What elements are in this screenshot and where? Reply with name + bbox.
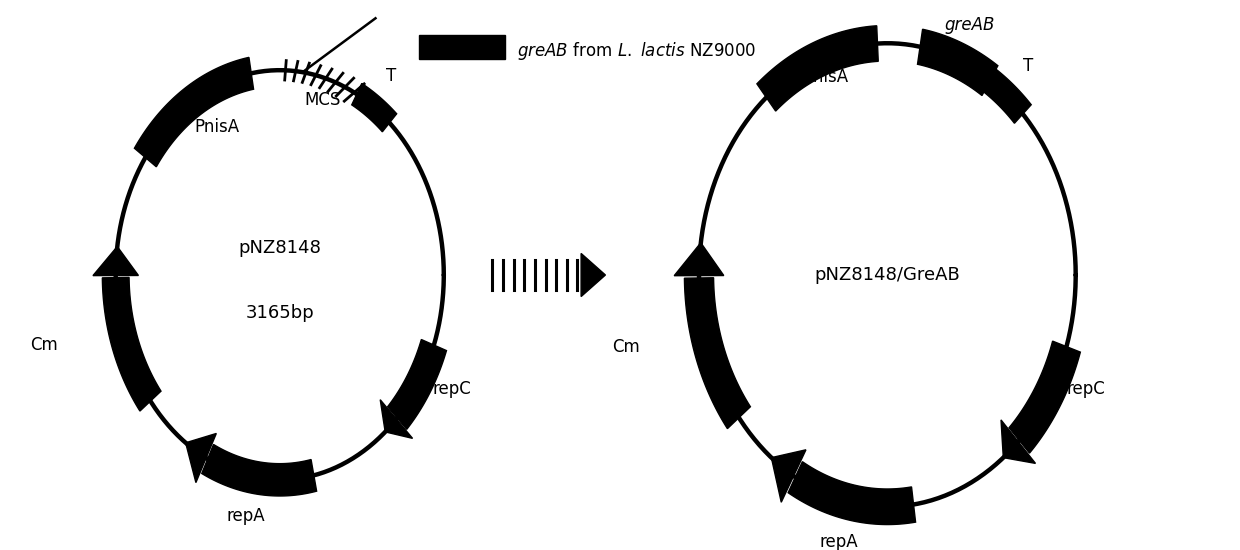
FancyBboxPatch shape — [419, 35, 505, 59]
Text: Cm: Cm — [611, 338, 640, 356]
Polygon shape — [381, 400, 413, 438]
Text: 3165bp: 3165bp — [246, 304, 314, 322]
Polygon shape — [756, 26, 878, 111]
Text: T: T — [1023, 58, 1033, 75]
Text: $\it{greAB}$ from $\it{L.\ lactis}$ NZ9000: $\it{greAB}$ from $\it{L.\ lactis}$ NZ90… — [517, 40, 756, 62]
Polygon shape — [771, 450, 806, 502]
Text: pNZ8148: pNZ8148 — [238, 239, 321, 257]
Text: PnisA: PnisA — [804, 68, 848, 86]
Polygon shape — [1001, 420, 1035, 464]
Text: T: T — [386, 67, 397, 85]
Polygon shape — [202, 444, 316, 496]
Polygon shape — [582, 254, 605, 296]
Polygon shape — [103, 277, 161, 411]
Text: PnisA: PnisA — [195, 118, 239, 136]
Polygon shape — [789, 461, 915, 525]
Text: repA: repA — [820, 533, 858, 550]
Polygon shape — [134, 57, 253, 167]
Polygon shape — [675, 243, 724, 276]
Polygon shape — [93, 246, 139, 276]
Polygon shape — [983, 69, 1032, 123]
Polygon shape — [186, 433, 216, 482]
Text: MCS: MCS — [304, 91, 341, 109]
Text: repC: repC — [432, 380, 471, 398]
Text: repC: repC — [1066, 380, 1105, 398]
Text: pNZ8148/GreAB: pNZ8148/GreAB — [815, 266, 960, 284]
Polygon shape — [1009, 341, 1080, 453]
Polygon shape — [388, 339, 446, 430]
Polygon shape — [352, 84, 397, 132]
Text: Cm: Cm — [30, 336, 58, 354]
Text: greAB: greAB — [944, 16, 994, 34]
Text: repA: repA — [227, 507, 265, 525]
Polygon shape — [684, 278, 750, 428]
Polygon shape — [918, 29, 998, 96]
